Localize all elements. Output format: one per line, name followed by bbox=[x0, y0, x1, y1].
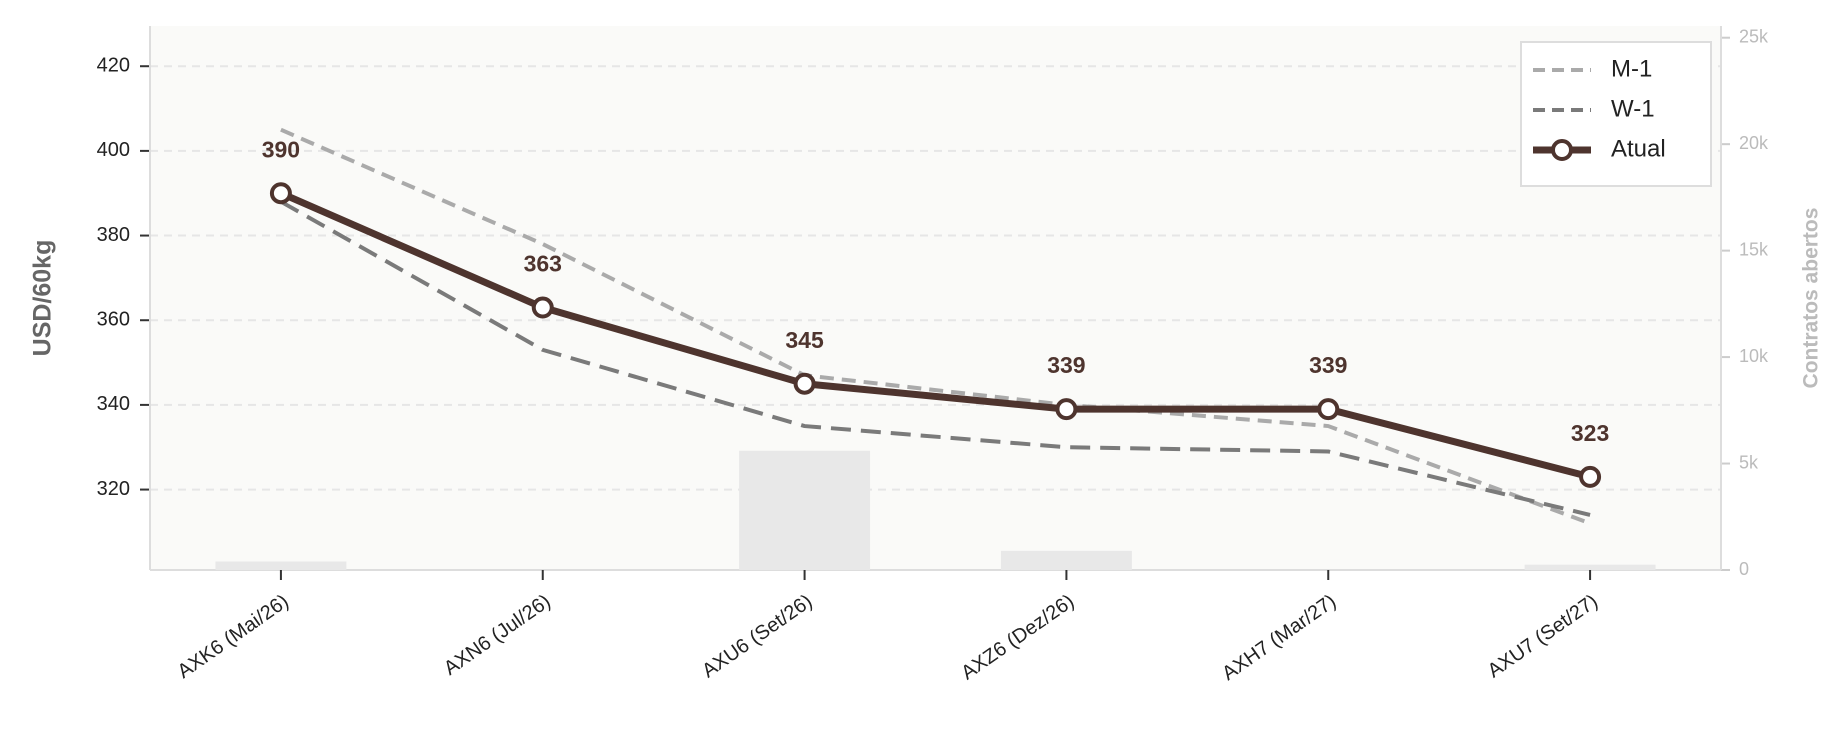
legend: M-1 W-1 Atual bbox=[1520, 41, 1712, 187]
y2-axis-label: Contratos abertos bbox=[1800, 208, 1823, 389]
x-tick-label: AXH7 (Mar/27) bbox=[1218, 590, 1340, 685]
y2-tick-label: 0 bbox=[1739, 559, 1749, 579]
data-label: 339 bbox=[1047, 352, 1085, 378]
data-label: 345 bbox=[785, 327, 824, 353]
y-tick-label: 380 bbox=[97, 224, 130, 246]
y-tick-label: 360 bbox=[97, 309, 130, 331]
y-tick-label: 400 bbox=[97, 139, 130, 161]
line bbox=[279, 199, 1591, 517]
plot-background bbox=[150, 26, 1721, 570]
marker bbox=[1317, 398, 1340, 421]
marker bbox=[1579, 465, 1602, 488]
y2-tick-label: 10k bbox=[1739, 346, 1769, 366]
marker bbox=[793, 372, 816, 395]
legend-label: Atual bbox=[1611, 135, 1666, 162]
x-tick-label: AXU7 (Set/27) bbox=[1484, 590, 1602, 682]
x-tick-label: AXZ6 (Dez/26) bbox=[957, 590, 1078, 684]
legend-label: W-1 bbox=[1611, 95, 1655, 122]
y2-tick-label: 15k bbox=[1739, 239, 1769, 259]
data-label: 339 bbox=[1309, 352, 1347, 378]
y-tick-label: 420 bbox=[97, 54, 130, 76]
x-tick-label: AXN6 (Jul/26) bbox=[440, 590, 555, 679]
data-label: 323 bbox=[1571, 420, 1609, 446]
line bbox=[280, 127, 1591, 526]
line bbox=[279, 190, 1591, 481]
data-label: 363 bbox=[524, 251, 562, 277]
legend-marker bbox=[1551, 139, 1573, 161]
bar bbox=[215, 561, 347, 570]
bar bbox=[1000, 550, 1132, 570]
data-label: 390 bbox=[262, 136, 300, 162]
marker bbox=[1055, 398, 1078, 421]
bar bbox=[1524, 564, 1656, 570]
y-axis-label: USD/60kg bbox=[29, 240, 57, 357]
bar bbox=[739, 450, 871, 570]
legend-label: M-1 bbox=[1611, 55, 1652, 82]
marker bbox=[531, 296, 554, 319]
y-tick-label: 340 bbox=[97, 393, 130, 415]
y2-tick-label: 20k bbox=[1739, 133, 1769, 153]
y2-tick-label: 25k bbox=[1739, 26, 1769, 46]
legend-box bbox=[1520, 41, 1712, 187]
x-tick-label: AXU6 (Set/26) bbox=[698, 590, 816, 682]
y2-tick-label: 5k bbox=[1739, 452, 1759, 472]
y-tick-label: 320 bbox=[97, 478, 130, 500]
marker bbox=[269, 182, 292, 205]
x-tick-label: AXK6 (Mai/26) bbox=[174, 590, 293, 683]
